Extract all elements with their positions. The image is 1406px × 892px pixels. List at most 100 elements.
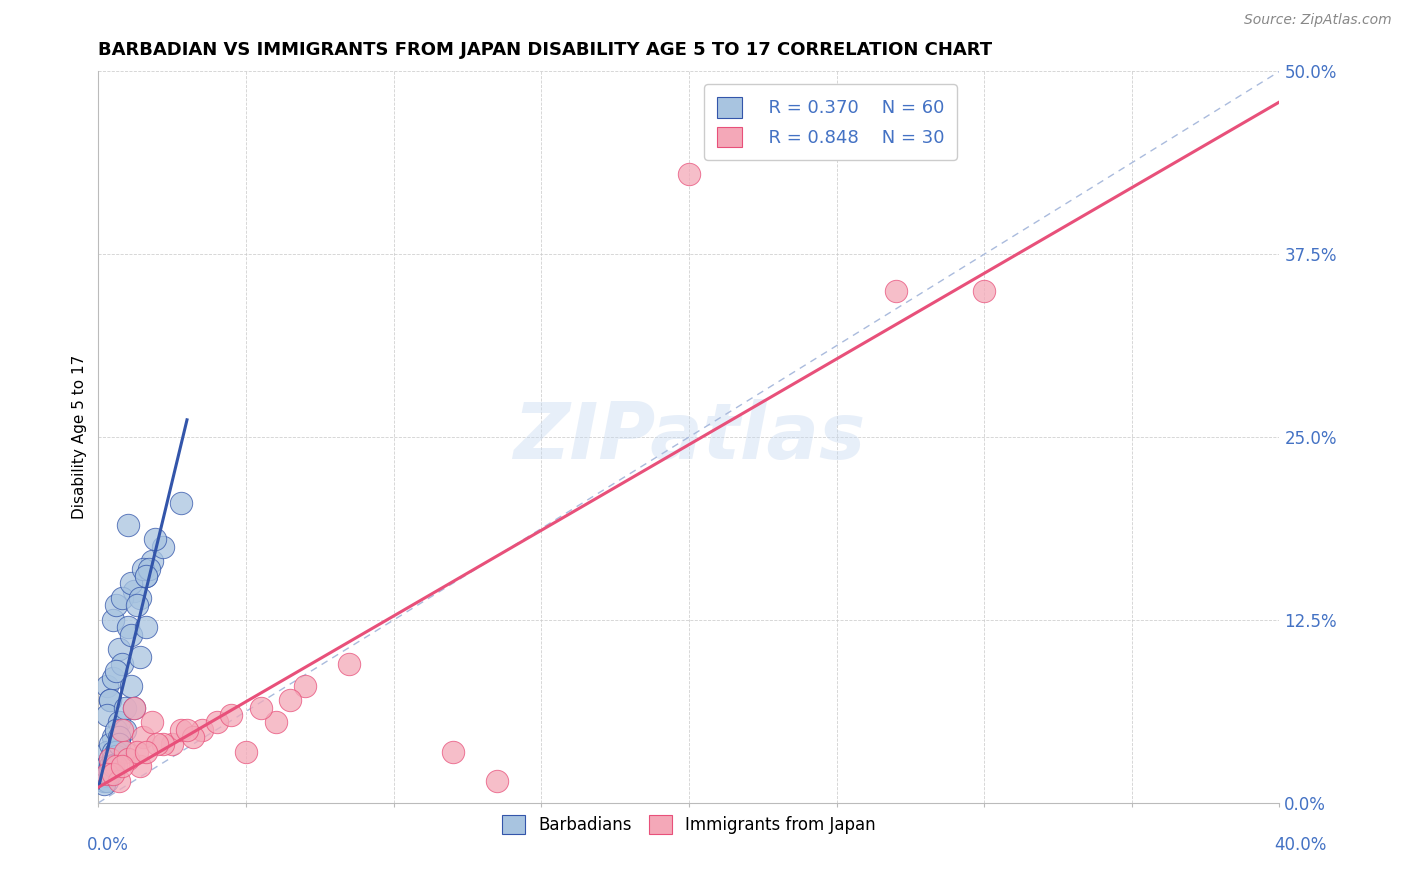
- Point: [235, 745, 257, 759]
- Point: [141, 715, 163, 730]
- Point: [103, 752, 125, 766]
- Point: [143, 533, 166, 547]
- Point: [105, 749, 128, 764]
- Point: [103, 752, 125, 766]
- Point: [103, 672, 125, 686]
- Point: [108, 730, 131, 744]
- Point: [181, 730, 204, 744]
- Point: [135, 620, 157, 634]
- Point: [884, 284, 907, 298]
- Point: [250, 700, 273, 714]
- Point: [108, 715, 131, 730]
- Point: [294, 679, 316, 693]
- Point: [96, 766, 118, 780]
- Point: [114, 745, 136, 759]
- Point: [105, 745, 128, 759]
- Point: [117, 517, 139, 532]
- Point: [105, 759, 128, 773]
- Y-axis label: Disability Age 5 to 17: Disability Age 5 to 17: [72, 355, 87, 519]
- Point: [221, 708, 243, 723]
- Point: [135, 745, 157, 759]
- Text: 40.0%: 40.0%: [1274, 836, 1327, 854]
- Point: [135, 569, 157, 583]
- Point: [162, 737, 183, 751]
- Point: [280, 693, 302, 707]
- Point: [98, 759, 121, 773]
- Point: [114, 723, 136, 737]
- Point: [108, 737, 131, 751]
- Point: [96, 769, 118, 783]
- Point: [111, 723, 134, 737]
- Point: [125, 745, 148, 759]
- Point: [96, 679, 118, 693]
- Point: [96, 708, 118, 723]
- Point: [973, 284, 995, 298]
- Point: [125, 599, 148, 613]
- Point: [105, 599, 128, 613]
- Point: [103, 759, 125, 773]
- Point: [120, 576, 142, 591]
- Point: [96, 773, 118, 788]
- Point: [138, 562, 160, 576]
- Point: [205, 715, 228, 730]
- Point: [132, 730, 155, 744]
- Point: [96, 766, 118, 780]
- Point: [103, 755, 125, 769]
- Text: 0.0%: 0.0%: [87, 836, 128, 854]
- Point: [122, 700, 145, 714]
- Point: [98, 766, 121, 780]
- Point: [103, 745, 125, 759]
- Point: [191, 723, 214, 737]
- Point: [108, 642, 131, 657]
- Point: [93, 773, 115, 788]
- Point: [128, 591, 150, 605]
- Point: [98, 759, 121, 773]
- Point: [98, 752, 121, 766]
- Point: [170, 723, 193, 737]
- Point: [111, 759, 134, 773]
- Point: [117, 620, 139, 634]
- Point: [98, 737, 121, 751]
- Point: [114, 700, 136, 714]
- Point: [103, 766, 125, 780]
- Point: [176, 723, 198, 737]
- Point: [108, 737, 131, 751]
- Point: [105, 723, 128, 737]
- Point: [152, 737, 174, 751]
- Point: [103, 730, 125, 744]
- Point: [96, 759, 118, 773]
- Point: [141, 554, 163, 568]
- Point: [264, 715, 287, 730]
- Point: [486, 773, 509, 788]
- Text: ZIPatlas: ZIPatlas: [513, 399, 865, 475]
- Point: [98, 752, 121, 766]
- Point: [170, 496, 193, 510]
- Point: [135, 569, 157, 583]
- Point: [108, 773, 131, 788]
- Point: [339, 657, 361, 671]
- Point: [120, 679, 142, 693]
- Point: [117, 752, 139, 766]
- Point: [96, 745, 118, 759]
- Point: [103, 757, 125, 772]
- Point: [152, 540, 174, 554]
- Point: [122, 700, 145, 714]
- Point: [93, 777, 115, 791]
- Point: [98, 693, 121, 707]
- Text: BARBADIAN VS IMMIGRANTS FROM JAPAN DISABILITY AGE 5 TO 17 CORRELATION CHART: BARBADIAN VS IMMIGRANTS FROM JAPAN DISAB…: [98, 41, 993, 59]
- Point: [120, 627, 142, 641]
- Point: [441, 745, 464, 759]
- Text: Source: ZipAtlas.com: Source: ZipAtlas.com: [1244, 13, 1392, 28]
- Point: [105, 664, 128, 678]
- Point: [128, 649, 150, 664]
- Point: [146, 737, 169, 751]
- Point: [128, 759, 150, 773]
- Point: [111, 591, 134, 605]
- Legend: Barbadians, Immigrants from Japan: Barbadians, Immigrants from Japan: [491, 803, 887, 846]
- Point: [678, 167, 700, 181]
- Point: [105, 745, 128, 759]
- Point: [132, 562, 155, 576]
- Point: [98, 764, 121, 778]
- Point: [111, 657, 134, 671]
- Point: [122, 583, 145, 598]
